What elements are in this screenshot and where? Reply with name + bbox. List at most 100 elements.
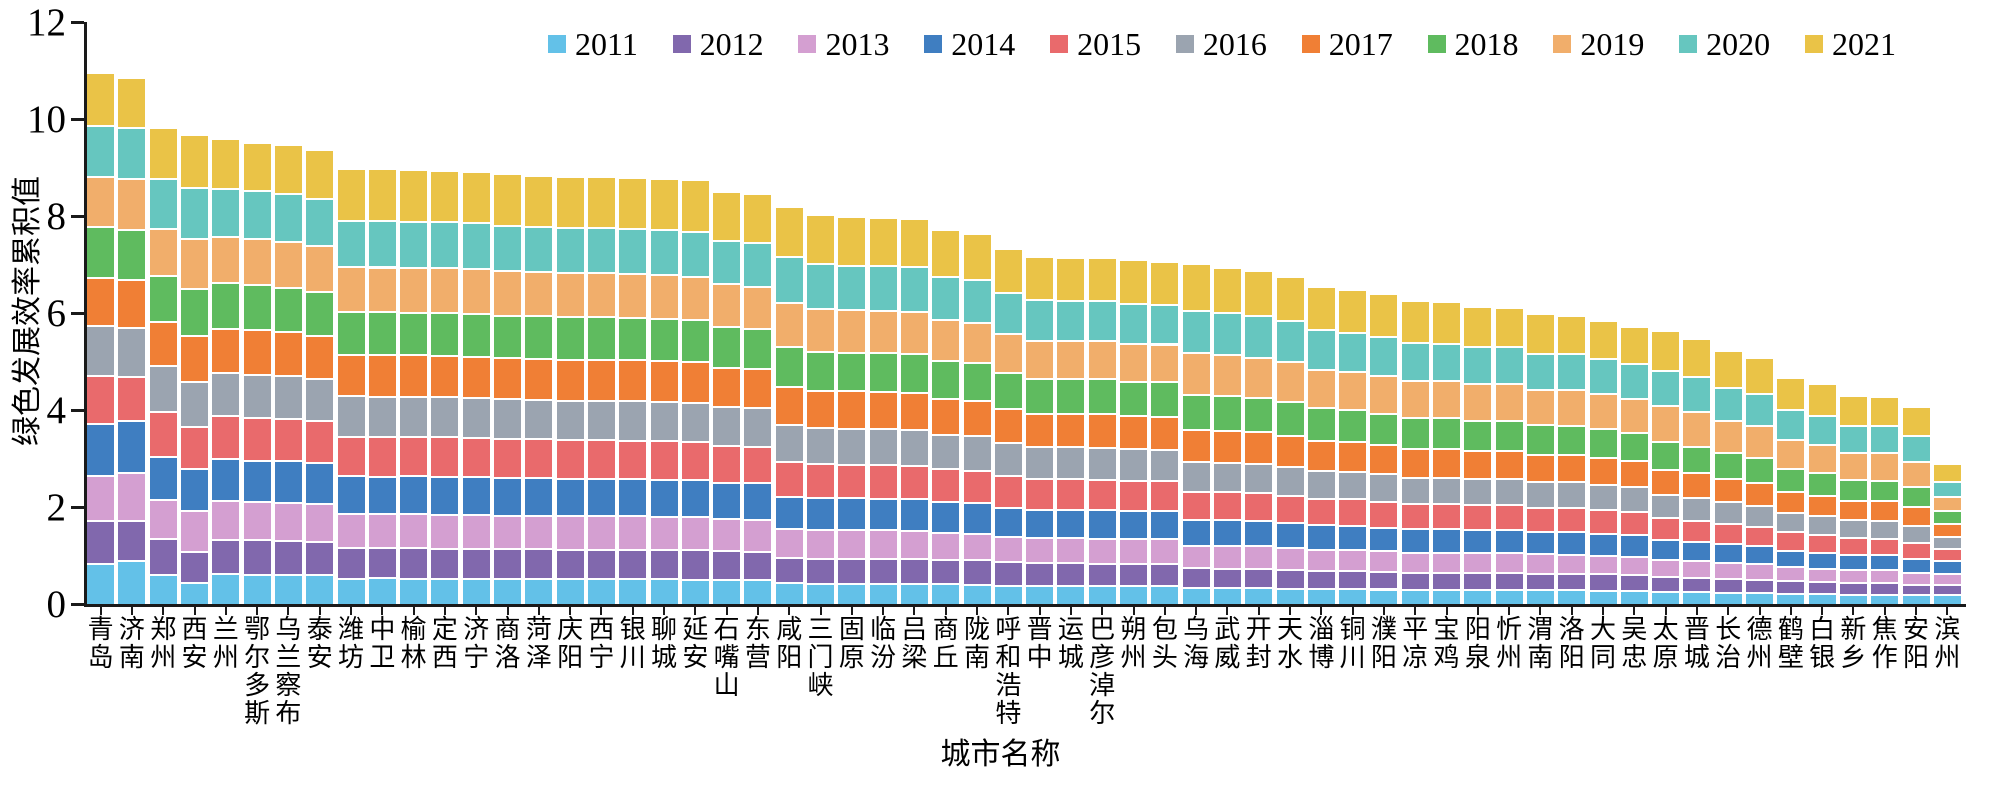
- bar-segment: [306, 574, 334, 604]
- bar-segment: [1683, 496, 1711, 520]
- legend-item: 2018: [1427, 28, 1519, 60]
- bar-segment: [963, 362, 991, 400]
- bar-segment: [212, 282, 240, 328]
- bar-segment: [1777, 491, 1805, 512]
- bar-segment: [462, 397, 490, 438]
- bar-segment: [869, 529, 897, 558]
- bar-segment: [900, 529, 928, 558]
- bar-segment: [1370, 570, 1398, 589]
- bar-segment: [1714, 452, 1742, 479]
- bar-segment: [1808, 533, 1836, 552]
- bar-segment: [337, 475, 365, 514]
- bar-segment: [1683, 445, 1711, 473]
- bar-segment: [1652, 405, 1680, 442]
- bar-segment: [1808, 551, 1836, 568]
- bar-segment: [1933, 560, 1961, 573]
- bar-segment: [1026, 412, 1054, 447]
- bar-segment: [1120, 479, 1148, 511]
- bar-segment: [775, 556, 803, 583]
- bar-segment: [431, 221, 459, 268]
- bar-segment: [775, 385, 803, 424]
- x-tick-mark: [976, 606, 979, 615]
- bar-segment: [400, 547, 428, 578]
- x-tick-mark: [1414, 606, 1417, 615]
- bar-segment: [1746, 504, 1774, 526]
- bar-segment: [243, 539, 271, 574]
- bar-segment: [1026, 508, 1054, 538]
- bar-segment: [1652, 558, 1680, 576]
- bar-segment: [306, 198, 334, 246]
- x-tick-label: 朔州: [1120, 614, 1147, 672]
- bar-segment: [1370, 374, 1398, 413]
- bar-segment: [1245, 567, 1273, 588]
- bar-segment: [1495, 588, 1523, 604]
- bar-segment: [1057, 256, 1085, 300]
- bar-segment: [337, 435, 365, 476]
- bar-segment: [431, 312, 459, 355]
- bar-segment: [1370, 336, 1398, 375]
- bar-segment: [1401, 476, 1429, 504]
- bar-segment: [1057, 377, 1085, 413]
- bar-segment: [1026, 299, 1054, 340]
- bar-segment: [368, 577, 396, 604]
- bar-segment: [1526, 572, 1554, 590]
- x-tick-mark: [694, 606, 697, 615]
- bar-segment: [994, 561, 1022, 585]
- bar-segment: [1495, 528, 1523, 552]
- bar-segment: [1433, 551, 1461, 572]
- bar-segment: [587, 439, 615, 479]
- bar-segment: [525, 398, 553, 439]
- bar-segment: [1026, 256, 1054, 300]
- bar-segment: [1057, 446, 1085, 479]
- bar-segment: [713, 283, 741, 327]
- x-tick-label: 鹤壁: [1777, 614, 1804, 672]
- x-tick-label: 运城: [1057, 614, 1084, 672]
- bar-segment: [994, 291, 1022, 333]
- bar-segment: [1746, 393, 1774, 426]
- bar-segment: [994, 442, 1022, 476]
- x-tick-mark: [99, 606, 102, 615]
- bar-segment: [775, 256, 803, 303]
- bar-segment: [1182, 460, 1210, 491]
- bar-segment: [1589, 532, 1617, 555]
- bar-segment: [744, 328, 772, 369]
- bar-segment: [1026, 377, 1054, 413]
- bar-segment: [1276, 494, 1304, 522]
- bar-segment: [838, 529, 866, 558]
- bar-segment: [681, 319, 709, 361]
- x-tick-label: 乌兰察布: [275, 614, 302, 728]
- x-axis-label: 城市名称: [940, 738, 1061, 771]
- bar-segment: [1339, 371, 1367, 410]
- bar-segment: [1746, 525, 1774, 546]
- bar-segment: [274, 374, 302, 419]
- bar-segment: [744, 407, 772, 446]
- bar-segment: [744, 579, 772, 604]
- bar-segment: [274, 331, 302, 375]
- y-tick-label: 6: [46, 291, 67, 335]
- bar-segment: [337, 311, 365, 354]
- bar-segment: [1088, 378, 1116, 414]
- bar-segment: [1902, 571, 1930, 584]
- bar-segment: [1777, 438, 1805, 469]
- bar-segment: [1871, 452, 1899, 480]
- bar-segment: [1777, 592, 1805, 604]
- legend-label: 2015: [1077, 26, 1142, 62]
- bar-segment: [1307, 469, 1335, 498]
- x-tick-mark: [1132, 606, 1135, 615]
- bar-segment: [243, 373, 271, 418]
- bar-segment: [1120, 303, 1148, 343]
- x-tick-label: 固原: [838, 614, 865, 672]
- bar-segment: [118, 327, 146, 377]
- bar-segment: [1433, 588, 1461, 604]
- bar-segment: [1307, 569, 1335, 588]
- bar-segment: [1495, 345, 1523, 384]
- bar-segment: [462, 437, 490, 477]
- bar-segment: [525, 225, 553, 272]
- bar-segment: [869, 557, 897, 583]
- bar-segment: [118, 519, 146, 560]
- bar-segment: [1151, 381, 1179, 416]
- bar-segment: [400, 577, 428, 604]
- x-tick-mark: [475, 606, 478, 615]
- bar-segment: [1057, 537, 1085, 563]
- bar-segment: [963, 583, 991, 604]
